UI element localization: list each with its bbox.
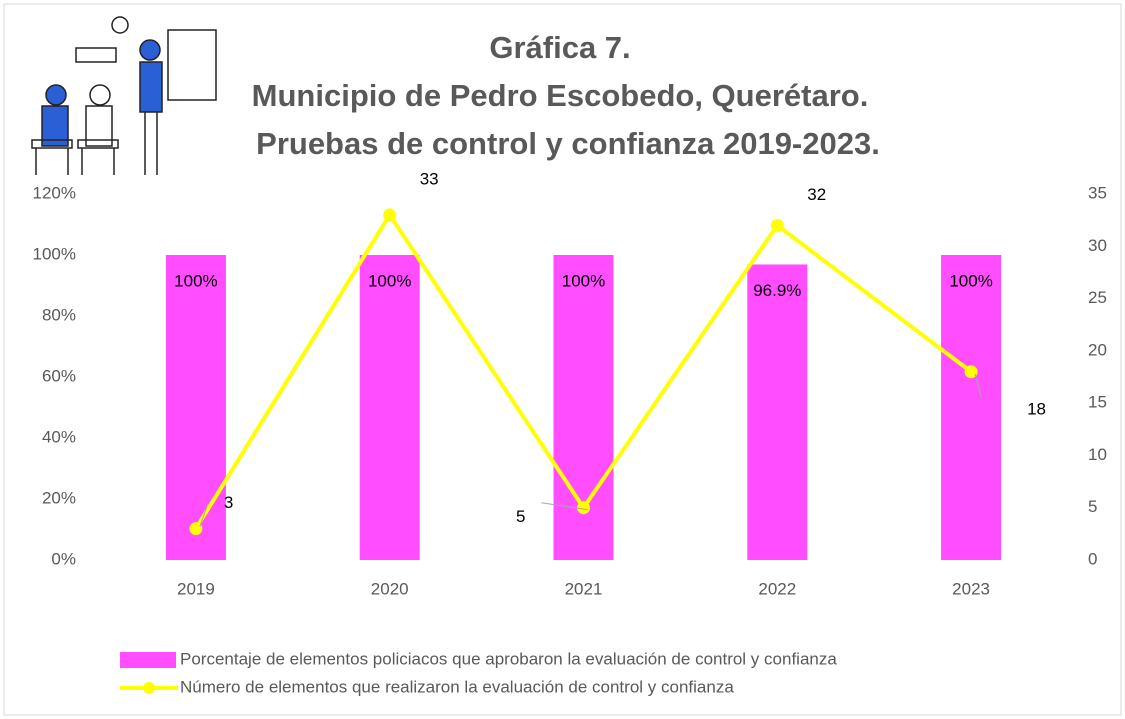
y-tick-label: 120% bbox=[33, 183, 76, 202]
x-tick-label: 2019 bbox=[177, 579, 215, 598]
legend-swatch bbox=[143, 682, 155, 694]
data-label: 33 bbox=[420, 169, 439, 188]
y-tick-label: 80% bbox=[42, 305, 76, 324]
legend-label: Número de elementos que realizaron la ev… bbox=[180, 677, 734, 696]
x-tick-label: 2022 bbox=[758, 579, 796, 598]
y2-tick-label: 0 bbox=[1088, 549, 1097, 568]
y2-tick-label: 30 bbox=[1088, 236, 1107, 255]
line-point bbox=[189, 522, 203, 536]
leader-line bbox=[974, 373, 982, 398]
line-point bbox=[383, 208, 397, 222]
y2-tick-label: 5 bbox=[1088, 497, 1097, 516]
y-tick-label: 40% bbox=[42, 427, 76, 446]
data-label: 100% bbox=[368, 271, 411, 290]
bar bbox=[747, 264, 808, 560]
data-label: 100% bbox=[174, 271, 217, 290]
leader-line bbox=[199, 503, 209, 527]
legend-label: Porcentaje de elementos policiacos que a… bbox=[180, 649, 837, 668]
y2-tick-label: 20 bbox=[1088, 340, 1107, 359]
chart-title: Municipio de Pedro Escobedo, Querétaro. bbox=[252, 78, 869, 113]
y-tick-label: 100% bbox=[33, 244, 76, 263]
line-point bbox=[964, 365, 978, 379]
chart-title: Gráfica 7. bbox=[489, 30, 630, 65]
legend-swatch bbox=[120, 652, 176, 668]
data-label: 3 bbox=[224, 493, 233, 512]
bar bbox=[553, 255, 614, 560]
leader-line bbox=[541, 502, 588, 511]
y2-tick-label: 35 bbox=[1088, 183, 1107, 202]
line-point bbox=[577, 501, 590, 515]
chart-title: Pruebas de control y confianza 2019-2023… bbox=[256, 126, 880, 161]
bar bbox=[165, 255, 226, 560]
x-tick-label: 2021 bbox=[565, 579, 603, 598]
data-label: 100% bbox=[562, 271, 605, 290]
y2-tick-label: 10 bbox=[1088, 445, 1107, 464]
bar bbox=[359, 255, 420, 560]
data-label: 100% bbox=[949, 271, 992, 290]
y-tick-label: 60% bbox=[42, 366, 76, 385]
data-label: 5 bbox=[516, 507, 525, 526]
data-label: 18 bbox=[1027, 399, 1046, 418]
y2-tick-label: 25 bbox=[1088, 288, 1107, 307]
data-label: 96.9% bbox=[753, 281, 801, 300]
y-tick-label: 0% bbox=[51, 549, 76, 568]
x-tick-label: 2023 bbox=[952, 579, 990, 598]
illustration bbox=[31, 16, 217, 175]
y2-tick-label: 15 bbox=[1088, 393, 1107, 412]
y-tick-label: 20% bbox=[42, 488, 76, 507]
data-label: 32 bbox=[807, 185, 826, 204]
bar bbox=[941, 255, 1002, 560]
x-tick-label: 2020 bbox=[371, 579, 409, 598]
line-point bbox=[770, 218, 784, 232]
